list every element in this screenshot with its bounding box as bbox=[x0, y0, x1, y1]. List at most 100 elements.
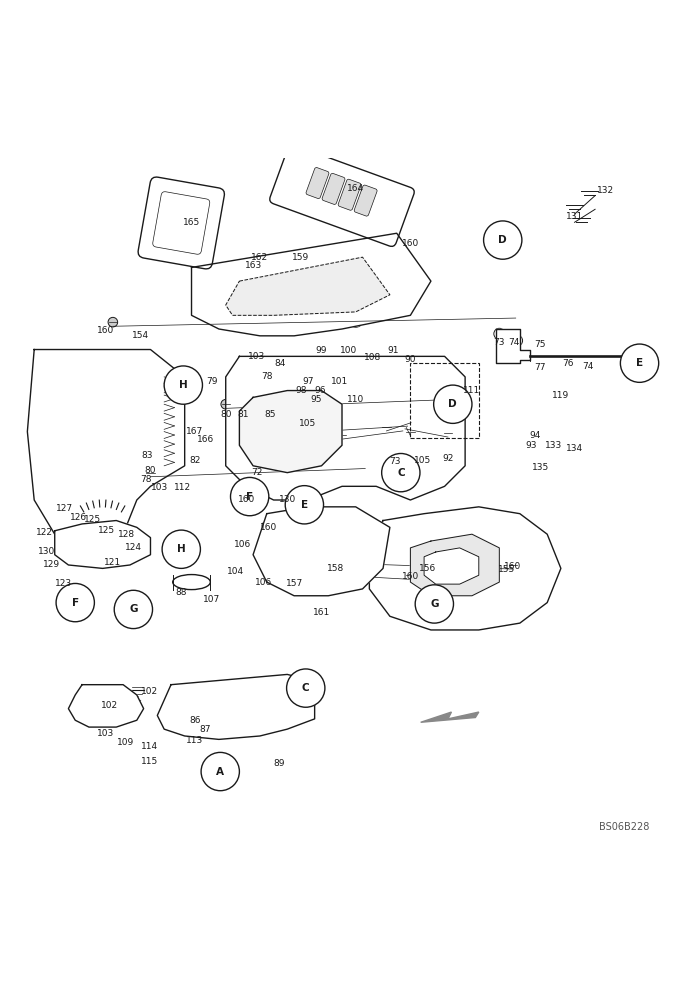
Text: G: G bbox=[129, 604, 137, 614]
Circle shape bbox=[56, 583, 94, 622]
Text: 106: 106 bbox=[234, 540, 252, 549]
Text: 161: 161 bbox=[313, 608, 330, 617]
Text: 130: 130 bbox=[38, 547, 55, 556]
Text: C: C bbox=[397, 468, 405, 478]
Ellipse shape bbox=[172, 575, 211, 590]
Text: 131: 131 bbox=[566, 212, 583, 221]
Text: 80: 80 bbox=[145, 466, 156, 475]
Text: 87: 87 bbox=[200, 725, 211, 734]
Text: 125: 125 bbox=[83, 515, 101, 524]
Text: E: E bbox=[301, 500, 308, 510]
FancyBboxPatch shape bbox=[338, 179, 361, 210]
Text: 94: 94 bbox=[529, 431, 540, 440]
Text: 135: 135 bbox=[531, 463, 549, 472]
Ellipse shape bbox=[339, 408, 380, 428]
Text: 128: 128 bbox=[118, 530, 135, 539]
Text: 122: 122 bbox=[36, 528, 53, 537]
Text: 156: 156 bbox=[419, 564, 436, 573]
Text: 160: 160 bbox=[259, 523, 277, 532]
Text: A: A bbox=[216, 767, 224, 777]
Circle shape bbox=[114, 590, 153, 629]
Text: 160: 160 bbox=[504, 562, 522, 571]
FancyBboxPatch shape bbox=[354, 185, 377, 216]
Circle shape bbox=[285, 486, 324, 524]
Text: 127: 127 bbox=[56, 504, 74, 513]
Text: G: G bbox=[430, 599, 438, 609]
Circle shape bbox=[201, 752, 239, 791]
FancyBboxPatch shape bbox=[322, 173, 345, 204]
Ellipse shape bbox=[262, 521, 272, 531]
Text: 101: 101 bbox=[331, 377, 349, 386]
Circle shape bbox=[287, 669, 325, 707]
Text: 159: 159 bbox=[292, 253, 310, 262]
Polygon shape bbox=[226, 356, 465, 500]
Text: 106: 106 bbox=[254, 578, 272, 587]
Text: 74: 74 bbox=[509, 338, 520, 347]
Text: 134: 134 bbox=[566, 444, 583, 453]
Text: E: E bbox=[636, 358, 643, 368]
Text: 78: 78 bbox=[140, 475, 151, 484]
Text: 108: 108 bbox=[364, 353, 382, 362]
Text: 125: 125 bbox=[97, 526, 115, 535]
Text: 76: 76 bbox=[562, 359, 573, 368]
Text: 88: 88 bbox=[176, 588, 187, 597]
Text: 119: 119 bbox=[552, 391, 570, 400]
Ellipse shape bbox=[406, 570, 415, 580]
Polygon shape bbox=[239, 391, 342, 473]
Text: 164: 164 bbox=[347, 184, 365, 193]
Polygon shape bbox=[157, 674, 315, 739]
Text: 132: 132 bbox=[596, 186, 614, 195]
Text: H: H bbox=[177, 544, 185, 554]
Text: D: D bbox=[449, 399, 457, 409]
Polygon shape bbox=[68, 685, 144, 727]
Text: F: F bbox=[246, 492, 253, 502]
Text: 75: 75 bbox=[535, 340, 546, 349]
Text: 158: 158 bbox=[326, 564, 344, 573]
Polygon shape bbox=[253, 507, 390, 596]
Text: 115: 115 bbox=[140, 757, 158, 766]
Text: 155: 155 bbox=[497, 565, 515, 574]
Polygon shape bbox=[27, 350, 185, 555]
Text: 126: 126 bbox=[70, 513, 88, 522]
Text: 98: 98 bbox=[295, 386, 306, 395]
Text: 84: 84 bbox=[275, 359, 286, 368]
Text: 157: 157 bbox=[285, 579, 303, 588]
Text: BS06B228: BS06B228 bbox=[599, 822, 650, 832]
Bar bbox=[410, 363, 479, 438]
Circle shape bbox=[484, 221, 522, 259]
Circle shape bbox=[620, 344, 659, 382]
Text: 123: 123 bbox=[55, 579, 73, 588]
Text: 78: 78 bbox=[261, 372, 272, 381]
Text: 166: 166 bbox=[196, 435, 214, 444]
Text: 167: 167 bbox=[186, 427, 204, 436]
Text: 99: 99 bbox=[316, 346, 327, 355]
Polygon shape bbox=[410, 534, 499, 596]
Text: 104: 104 bbox=[227, 567, 245, 576]
Text: 107: 107 bbox=[203, 595, 221, 604]
Ellipse shape bbox=[269, 425, 278, 435]
Text: 109: 109 bbox=[116, 738, 134, 747]
Text: 102: 102 bbox=[101, 701, 118, 710]
Ellipse shape bbox=[443, 428, 453, 438]
Polygon shape bbox=[421, 712, 479, 722]
Text: 79: 79 bbox=[207, 377, 218, 386]
Text: 96: 96 bbox=[315, 386, 326, 395]
Text: 133: 133 bbox=[545, 441, 563, 450]
Text: 72: 72 bbox=[251, 468, 262, 477]
Text: 97: 97 bbox=[302, 377, 313, 386]
FancyBboxPatch shape bbox=[153, 192, 210, 254]
Text: C: C bbox=[302, 683, 310, 693]
Ellipse shape bbox=[146, 468, 155, 477]
Polygon shape bbox=[55, 521, 150, 568]
Text: 163: 163 bbox=[244, 261, 262, 270]
Text: D: D bbox=[499, 235, 507, 245]
Text: 160: 160 bbox=[97, 326, 115, 335]
Text: 105: 105 bbox=[414, 456, 432, 465]
Text: 95: 95 bbox=[311, 395, 321, 404]
Text: 121: 121 bbox=[104, 558, 122, 567]
Text: 73: 73 bbox=[389, 457, 400, 466]
Text: 77: 77 bbox=[535, 363, 546, 372]
Text: 112: 112 bbox=[174, 483, 192, 492]
FancyBboxPatch shape bbox=[138, 177, 224, 269]
Text: 80: 80 bbox=[220, 410, 231, 419]
